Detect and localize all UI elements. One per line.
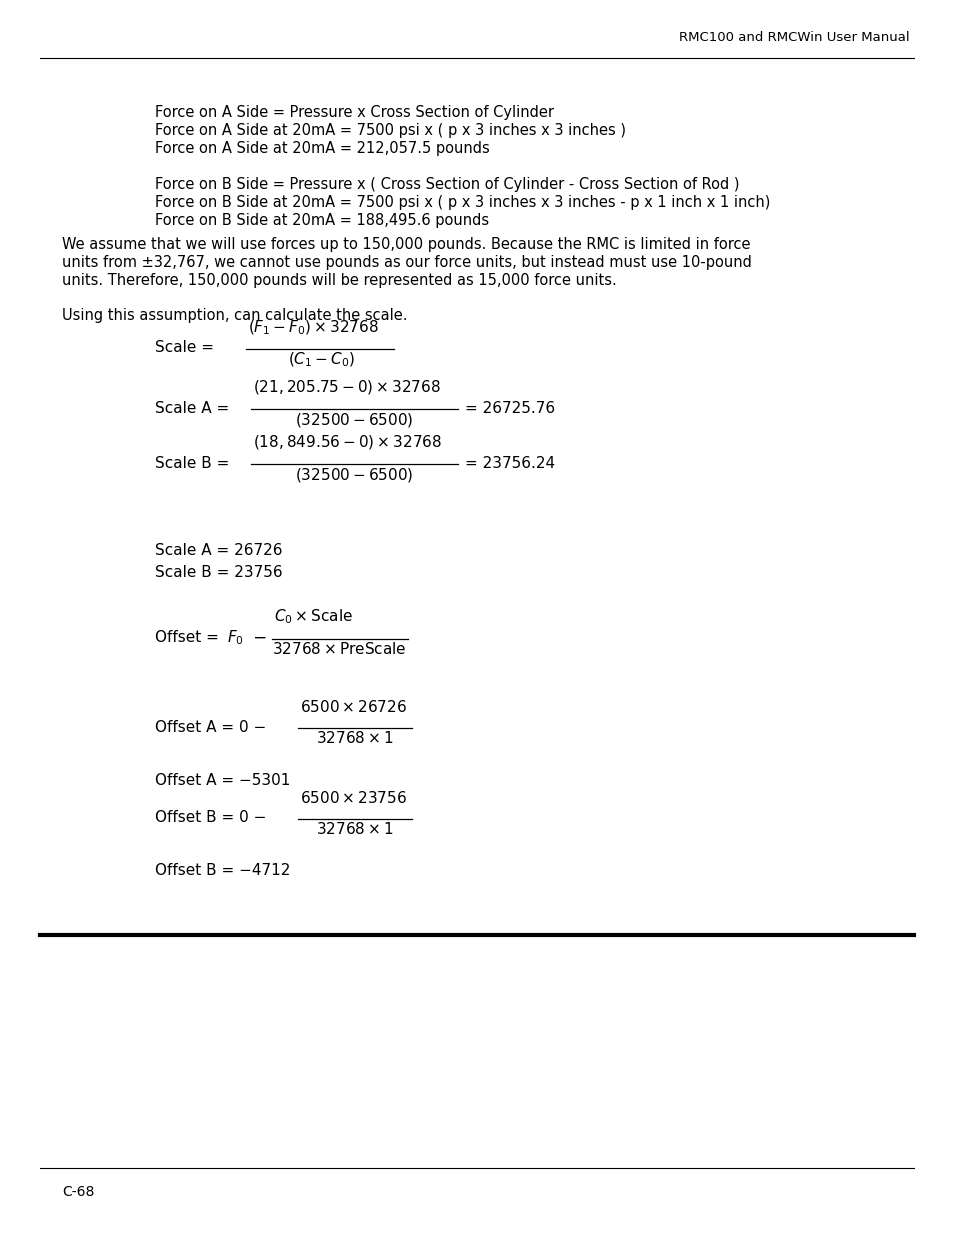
Text: Offset B = 0 −: Offset B = 0 −: [154, 810, 271, 825]
Text: RMC100 and RMCWin User Manual: RMC100 and RMCWin User Manual: [679, 31, 909, 44]
Text: $(32500 - 6500)$: $(32500 - 6500)$: [294, 466, 414, 484]
Text: Scale =: Scale =: [154, 341, 218, 356]
Text: Force on A Side at 20mA = 212,057.5 pounds: Force on A Side at 20mA = 212,057.5 poun…: [154, 141, 489, 156]
Text: −: −: [248, 629, 273, 647]
Text: C-68: C-68: [62, 1186, 94, 1199]
Text: Force on B Side at 20mA = 7500 psi x ( p x 3 inches x 3 inches - p x 1 inch x 1 : Force on B Side at 20mA = 7500 psi x ( p…: [154, 195, 770, 210]
Text: $(C_1 - C_0)$: $(C_1 - C_0)$: [288, 351, 355, 369]
Text: $32768\times 1$: $32768\times 1$: [315, 730, 393, 746]
Text: $32768\times 1$: $32768\times 1$: [315, 821, 393, 837]
Text: Force on A Side = Pressure x Cross Section of Cylinder: Force on A Side = Pressure x Cross Secti…: [154, 105, 554, 120]
Text: $(F_1 - F_0)\times 32768$: $(F_1 - F_0)\times 32768$: [248, 319, 378, 337]
Text: Scale B = 23756: Scale B = 23756: [154, 564, 282, 580]
Text: units. Therefore, 150,000 pounds will be represented as 15,000 force units.: units. Therefore, 150,000 pounds will be…: [62, 273, 616, 288]
Text: $(32500 - 6500)$: $(32500 - 6500)$: [294, 411, 414, 429]
Text: Offset A = −5301: Offset A = −5301: [154, 773, 290, 788]
Text: $C_0 \times \mathrm{Scale}$: $C_0 \times \mathrm{Scale}$: [274, 608, 353, 626]
Text: $32768\times \mathrm{PreScale}$: $32768\times \mathrm{PreScale}$: [272, 641, 406, 657]
Text: $(21,205.75 - 0)\times 32768$: $(21,205.75 - 0)\times 32768$: [253, 378, 440, 396]
Text: $F_0$: $F_0$: [227, 629, 244, 647]
Text: = 23756.24: = 23756.24: [464, 456, 555, 471]
Text: Force on B Side = Pressure x ( Cross Section of Cylinder - Cross Section of Rod : Force on B Side = Pressure x ( Cross Sec…: [154, 177, 739, 191]
Text: Offset =: Offset =: [154, 631, 224, 646]
Text: $6500\times 26726$: $6500\times 26726$: [299, 699, 407, 715]
Text: Force on B Side at 20mA = 188,495.6 pounds: Force on B Side at 20mA = 188,495.6 poun…: [154, 212, 489, 228]
Text: Offset A = 0 −: Offset A = 0 −: [154, 720, 271, 735]
Text: Force on A Side at 20mA = 7500 psi x ( p x 3 inches x 3 inches ): Force on A Side at 20mA = 7500 psi x ( p…: [154, 124, 625, 138]
Text: $(18,849.56 - 0)\times 32768$: $(18,849.56 - 0)\times 32768$: [253, 433, 441, 451]
Text: units from ±32,767, we cannot use pounds as our force units, but instead must us: units from ±32,767, we cannot use pounds…: [62, 254, 751, 270]
Text: Scale B =: Scale B =: [154, 456, 234, 471]
Text: Scale A =: Scale A =: [154, 400, 233, 415]
Text: Offset B = −4712: Offset B = −4712: [154, 863, 290, 878]
Text: $6500\times 23756$: $6500\times 23756$: [299, 790, 407, 806]
Text: We assume that we will use forces up to 150,000 pounds. Because the RMC is limit: We assume that we will use forces up to …: [62, 237, 750, 252]
Text: Scale A = 26726: Scale A = 26726: [154, 543, 282, 558]
Text: = 26725.76: = 26725.76: [464, 400, 555, 415]
Text: Using this assumption, can calculate the scale.: Using this assumption, can calculate the…: [62, 308, 407, 324]
